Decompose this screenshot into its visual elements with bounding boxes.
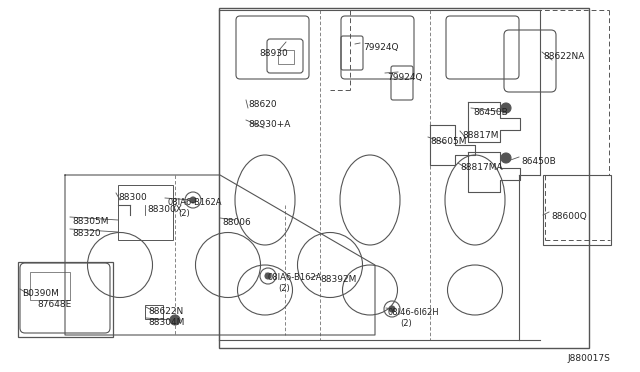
Text: (2): (2) xyxy=(400,319,412,328)
Text: 79924Q: 79924Q xyxy=(387,73,422,82)
Bar xyxy=(278,50,294,64)
Text: 88304M: 88304M xyxy=(148,318,184,327)
Text: 79924Q: 79924Q xyxy=(363,43,399,52)
Circle shape xyxy=(265,273,271,279)
Text: (2): (2) xyxy=(278,284,290,293)
Text: 88305M: 88305M xyxy=(72,217,109,226)
Text: 88817M: 88817M xyxy=(462,131,499,140)
Text: J880017S: J880017S xyxy=(567,354,610,363)
Text: 88300: 88300 xyxy=(118,193,147,202)
Text: 86450B: 86450B xyxy=(473,108,508,117)
Bar xyxy=(118,185,173,240)
Bar xyxy=(543,175,611,245)
Text: 88930: 88930 xyxy=(259,49,288,58)
Text: 88006: 88006 xyxy=(222,218,251,227)
Text: 08I46-6I62H: 08I46-6I62H xyxy=(388,308,440,317)
Text: (2): (2) xyxy=(178,209,189,218)
Text: B0390M: B0390M xyxy=(22,289,59,298)
Text: 88622NA: 88622NA xyxy=(543,52,584,61)
Text: 86450B: 86450B xyxy=(521,157,556,166)
Circle shape xyxy=(389,306,395,312)
Bar xyxy=(219,8,589,348)
Text: 88392M: 88392M xyxy=(320,275,356,284)
Text: 08IA6-B162A: 08IA6-B162A xyxy=(167,198,221,207)
Circle shape xyxy=(501,103,511,113)
Bar xyxy=(145,305,163,319)
Text: 88817MA: 88817MA xyxy=(460,163,502,172)
Text: 88600Q: 88600Q xyxy=(551,212,587,221)
Text: 87648E: 87648E xyxy=(37,300,71,309)
Bar xyxy=(18,262,113,337)
Circle shape xyxy=(190,197,196,203)
Bar xyxy=(30,272,70,300)
Text: 88300X: 88300X xyxy=(147,205,182,214)
Text: 88622N: 88622N xyxy=(148,307,183,316)
Text: 88605M: 88605M xyxy=(430,137,467,146)
Text: 88620: 88620 xyxy=(248,100,276,109)
Text: 88320: 88320 xyxy=(72,229,100,238)
Text: 08IA6-B162A: 08IA6-B162A xyxy=(268,273,323,282)
Text: 88930+A: 88930+A xyxy=(248,120,291,129)
Circle shape xyxy=(170,315,180,325)
Circle shape xyxy=(501,153,511,163)
